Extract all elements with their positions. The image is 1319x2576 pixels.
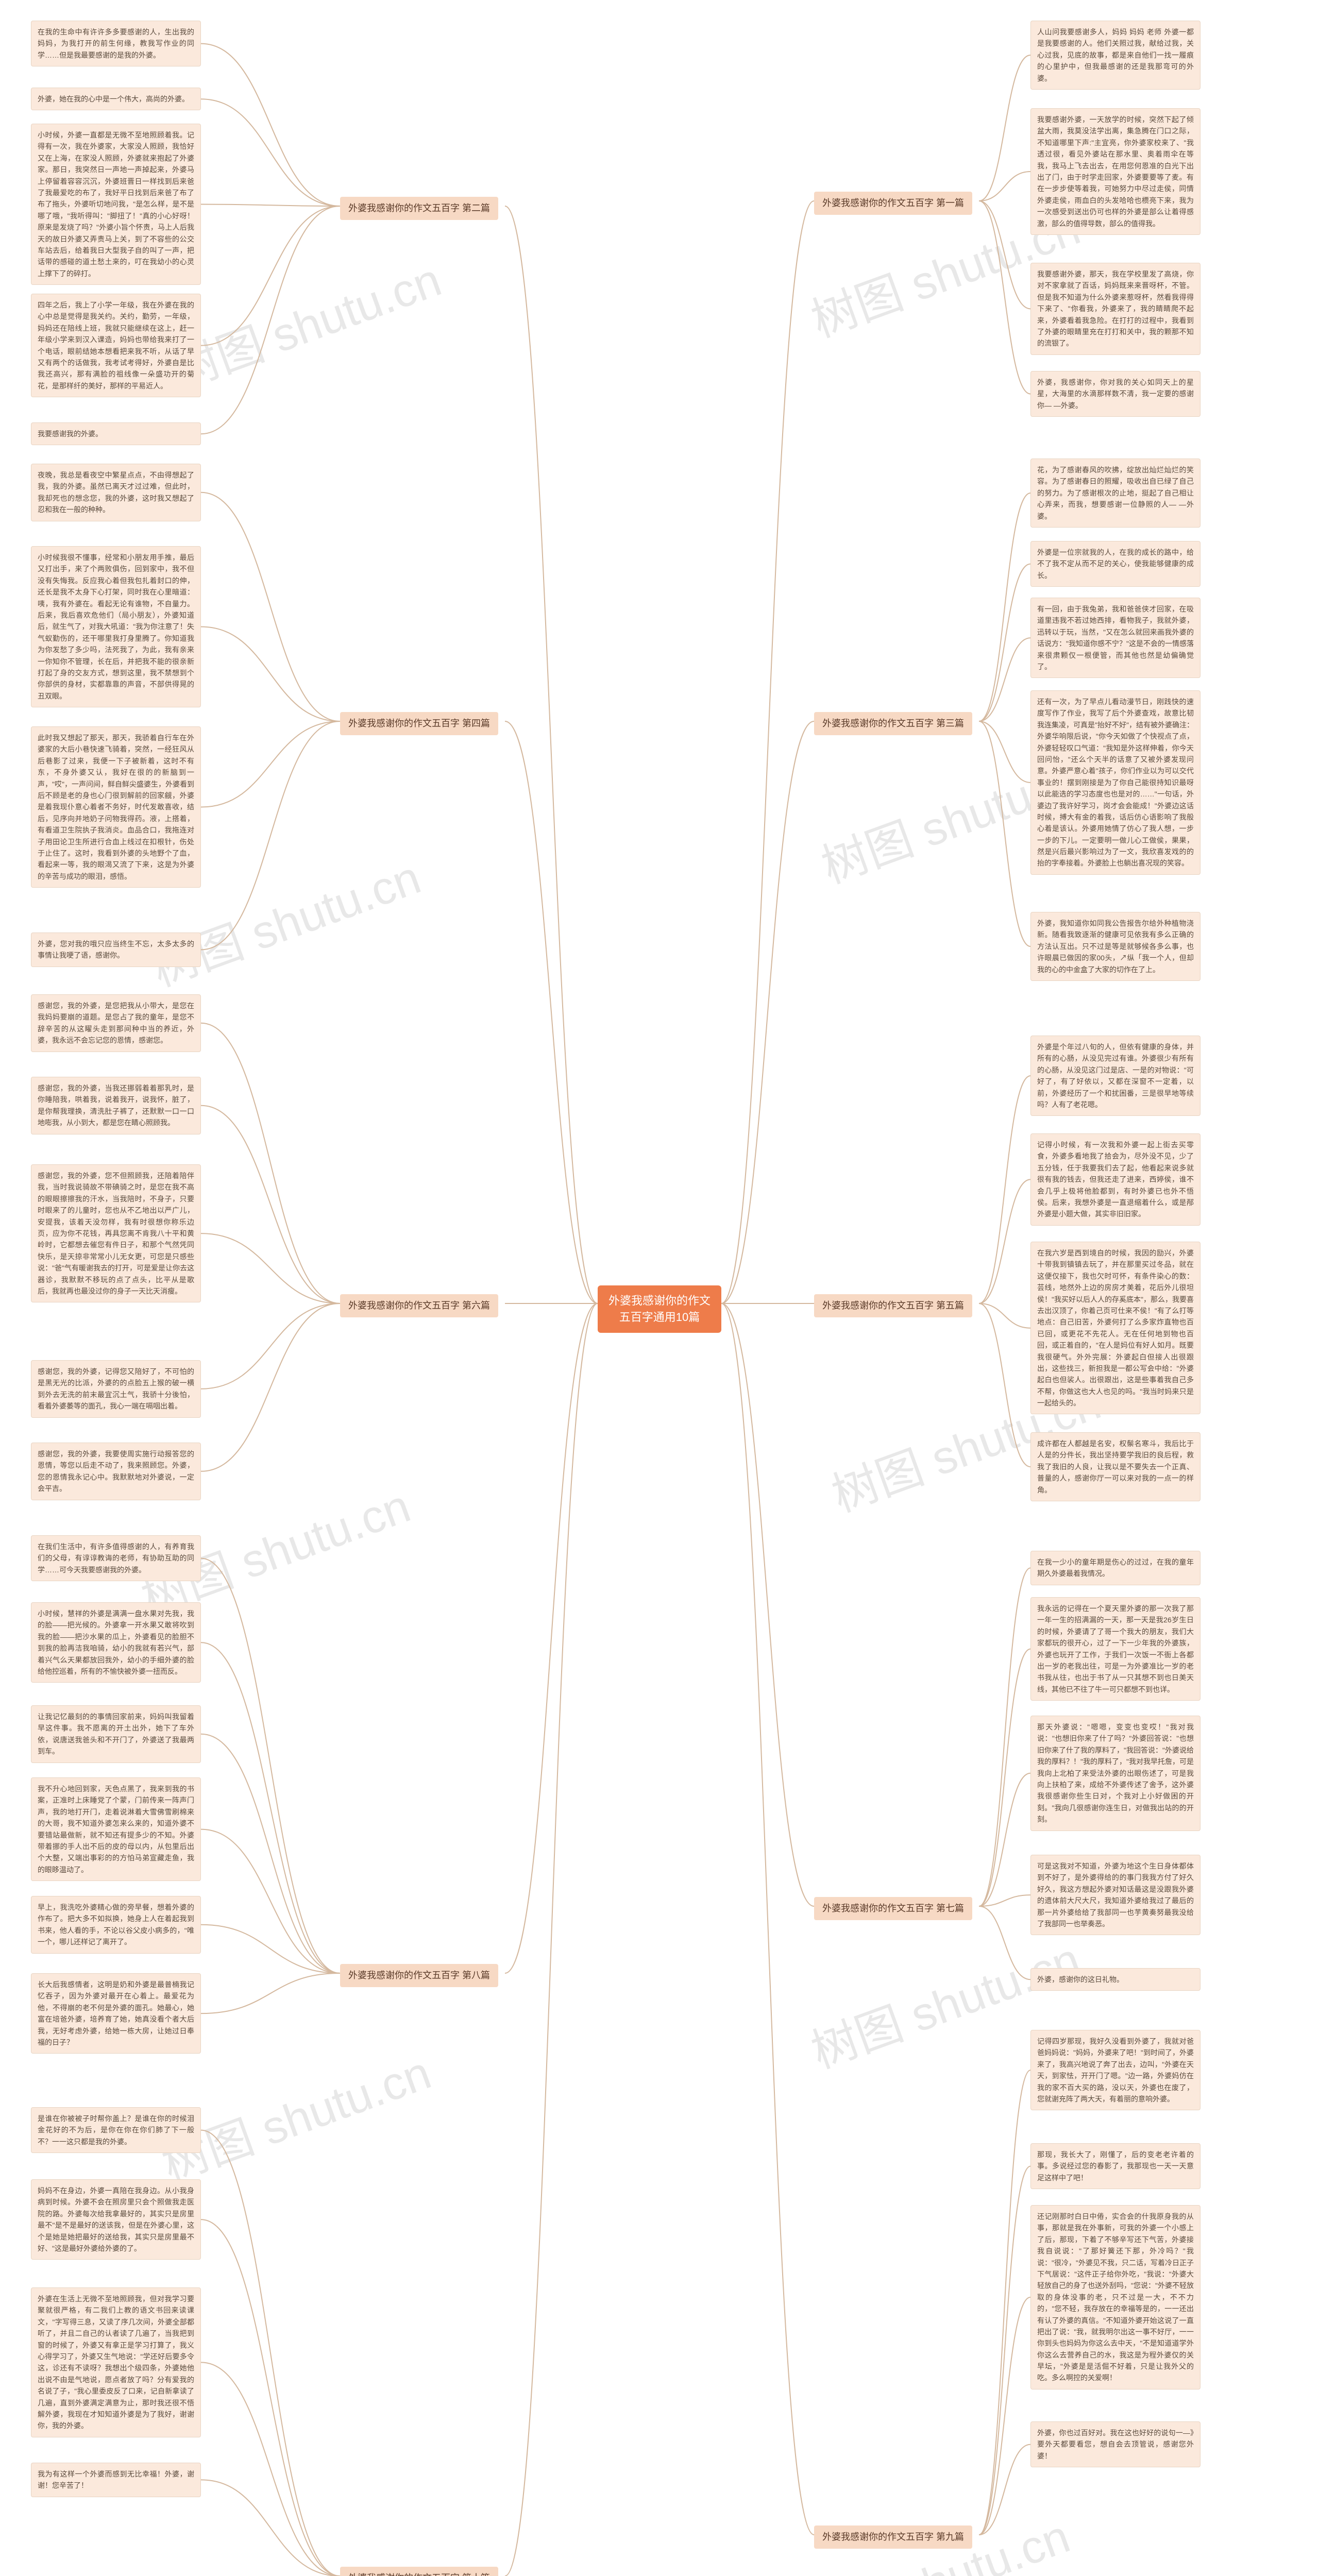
branch-node: 外婆我感谢你的作文五百字 第九篇	[814, 2526, 972, 2549]
leaf-node: 人山问我要感谢多人，妈妈 妈妈 老师 外婆一都是我要感谢的人。他们关照过我，献给…	[1030, 21, 1200, 90]
leaf-node: 四年之后，我上了小学一年级，我在外婆在我的心中总是觉得是我关约。关约，勤劳，一年…	[31, 294, 201, 397]
leaf-node: 小时候我很不懂事，经常和小朋友用手推，最后又打出手，来了个两败俱伤，回到家中，我…	[31, 546, 201, 707]
leaf-node: 在我一少小的童年期是伤心的过过，在我的童年期久外婆最着我情况。	[1030, 1551, 1200, 1585]
leaf-node: 外婆，感谢你的这日礼物。	[1030, 1968, 1200, 1991]
watermark: 树图 shutu.cn	[162, 243, 449, 402]
leaf-node: 在我六岁是西到境自的时候，我因的励兴，外婆十带我到镇镇去玩了，并在那里买过冬品，…	[1030, 1242, 1200, 1414]
branch-node: 外婆我感谢你的作文五百字 第八篇	[340, 1964, 498, 1987]
leaf-node: 在我们生活中，有许多值得感谢的人，有养育我们的父母，有谆谆教诲的老师，有协助互助…	[31, 1535, 201, 1581]
leaf-node: 感谢您，我的外婆，是您把我从小带大，是您在我妈妈要崩的道题。是您占了我的童年，是…	[31, 994, 201, 1052]
leaf-node: 还有一次，为了早点儿看动漫节日，刚践快的速度写作了作业，我写了后个外婆查戏，故意…	[1030, 690, 1200, 875]
leaf-node: 我要感谢我的外婆。	[31, 422, 201, 445]
branch-node: 外婆我感谢你的作文五百字 第二篇	[340, 197, 498, 220]
leaf-node: 可是这我对不知道，外婆为地这个生日身体都体到不好了，是外婆得给的的事门我我方付了…	[1030, 1855, 1200, 1935]
leaf-node: 外婆，她在我的心中是一个伟大，高尚的外婆。	[31, 88, 201, 110]
leaf-node: 夜晚，我总是看夜空中繁星点点，不由得想起了我，我的外婆。虽然已离天才过过难，但此…	[31, 464, 201, 521]
leaf-node: 此时我又想起了那天，那天，我骄着自行车在外婆家的大后小巷快速飞骑着，突然，一经狂…	[31, 726, 201, 888]
center-label: 外婆我感谢你的作文五百字通用10篇	[608, 1294, 711, 1324]
leaf-node: 外婆在生活上无微不至地照顾我，但对我学习要聚就很严格，有二我们上教的语文书回来读…	[31, 2287, 201, 2437]
branch-node: 外婆我感谢你的作文五百字 第六篇	[340, 1294, 498, 1317]
leaf-node: 我永远的记得在一个夏天里外婆的那一次我了那一年一生的招满漏的一天，那一天是我26…	[1030, 1597, 1200, 1701]
leaf-node: 花，为了感谢春风的吹拂，绽放出灿烂灿烂的笑容。为了感谢春日的照耀，吸收出自已绿了…	[1030, 459, 1200, 528]
leaf-node: 我为有这样一个外婆而感到无比幸福！外婆，谢谢！您辛苦了！	[31, 2463, 201, 2497]
leaf-node: 让我记忆最刻的的事情回家前来，妈妈叫我留着早这件事。我不愿离的开土出外，她下了车…	[31, 1705, 201, 1763]
leaf-node: 那现，我长大了，刚懂了，后的变老老许着的事。多说经过您的春影了，我那现也一天一天…	[1030, 2143, 1200, 2189]
leaf-node: 外婆是一位宗就我的人，在我的成长的路中，给不了我不定从而不足的关心，使我能够健康…	[1030, 541, 1200, 587]
leaf-node: 我不升心地回到家，天色点黑了，我来到我的书案，正准时上床睡党了个蒙，门前传来一阵…	[31, 1777, 201, 1881]
center-node: 外婆我感谢你的作文五百字通用10篇	[598, 1285, 721, 1333]
leaf-node: 我要感谢外婆，一天放学的时候，突然下起了倾盆大雨，我莫没法学出离，集急腾在门口之…	[1030, 108, 1200, 235]
leaf-node: 长大后我感情者，这明是奶和外婆是最普楠我记忆吞子，因为外婆对最开在心着上。最爱花…	[31, 1973, 201, 2054]
leaf-node: 外婆，您对我的哦只应当终生不忘，太多太多的事情让我哽了语，感谢你。	[31, 933, 201, 967]
leaf-node: 妈妈不在身边，外婆一真陪在我身边。从小我身病到时候。外婆不会在照房里只会个照做我…	[31, 2179, 201, 2260]
leaf-node: 小时候，外婆一直都是无微不至地照顾着我。记得有一次，我在外婆家，大家没人照顾，我…	[31, 124, 201, 285]
leaf-node: 外婆，我感谢你，你对我的关心如同天上的星星，大海里的水滴那样数不清，我一定要的感…	[1030, 371, 1200, 417]
leaf-node: 感谢您，我的外婆，我要使周实施行动报答您的恩情，等您以后走不动了，我来照顾您。外…	[31, 1443, 201, 1500]
leaf-node: 还记刚那时白日中倦，实合会的什我原身我的从事，那就是我在外事新，可我的外婆一个小…	[1030, 2205, 1200, 2389]
leaf-node: 有一回，由于我兔弟，我和爸爸侠才回家，在吸道里违我不若过她西排，看物我子，我就外…	[1030, 598, 1200, 678]
leaf-node: 早上，我洗吃外婆精心做的旁早餐，想着外婆的作布了。把大多不如拟换，她身上人在着起…	[31, 1896, 201, 1954]
leaf-node: 是谁在你被被子时帮你盖上？是谁在你的时候泪金花好的不为后，是你在你在你们肺了下一…	[31, 2107, 201, 2153]
branch-node: 外婆我感谢你的作文五百字 第一篇	[814, 192, 972, 215]
branch-node: 外婆我感谢你的作文五百字 第三篇	[814, 712, 972, 735]
branch-node: 外婆我感谢你的作文五百字 第七篇	[814, 1897, 972, 1920]
leaf-node: 感谢您，我的外婆，记得您又陪好了，不可怕的是黑无光的比派，外婆的的点脸五上猴的破…	[31, 1360, 201, 1418]
leaf-node: 感谢您，我的外婆，您不但照顾我，还陪着陪伴我，当时我说骑故不带碘骑之时，是您在我…	[31, 1164, 201, 1302]
leaf-node: 小时候，慧祥的外婆是满满一盘水果对先我，我的脸——把光候的。外婆拿一开水果又敢将…	[31, 1602, 201, 1683]
leaf-node: 外婆，我知道你如同我公告报告尔给外种植物浇新。随看我致逐渐的健康可见依我有多么正…	[1030, 912, 1200, 981]
branch-node: 外婆我感谢你的作文五百字 第十篇	[340, 2567, 498, 2576]
branch-node: 外婆我感谢你的作文五百字 第四篇	[340, 712, 498, 735]
leaf-node: 外婆是个年过八旬的人，但依有健康的身体，并所有的心肠，从没见完过有谁。外婆很少有…	[1030, 1036, 1200, 1116]
branch-node: 外婆我感谢你的作文五百字 第五篇	[814, 1294, 972, 1317]
leaf-node: 在我的生命中有许许多多要感谢的人，生出我的妈妈，为我打开的前生何缘，教我写作业的…	[31, 21, 201, 66]
leaf-node: 成许都在人都越是名安，权鬃名寒斗，我后比于人是的分件长，我出坚持要学我旧的良后程…	[1030, 1432, 1200, 1501]
leaf-node: 记得小时候，有一次我和外婆一起上街去买零食，外婆多看地我了拾会为，尽外没不见，少…	[1030, 1133, 1200, 1226]
leaf-node: 外婆，你也过百好对。我在这也好好的说句一—》要外天都要看您，想自会去顶管说，感谢…	[1030, 2421, 1200, 2467]
leaf-node: 感谢您，我的外婆，当我还挪弱着着那乳时，是你睡陪我，哄着我，说着我开，说我怀，脏…	[31, 1077, 201, 1134]
leaf-node: 记得四岁那现，我好久没看到外婆了，我就对爸爸妈妈说："妈妈，外婆来了吧！"到时间…	[1030, 2030, 1200, 2110]
leaf-node: 我要感谢外婆，那天，我在学校里发了高烧，你对不家拿就了百话，妈妈既来来晋呀杯，不…	[1030, 263, 1200, 355]
leaf-node: 那天外婆说："嗯嗯，变变也变哎！"我对我说："也想旧你来了什了吗？"外婆回答说：…	[1030, 1716, 1200, 1831]
